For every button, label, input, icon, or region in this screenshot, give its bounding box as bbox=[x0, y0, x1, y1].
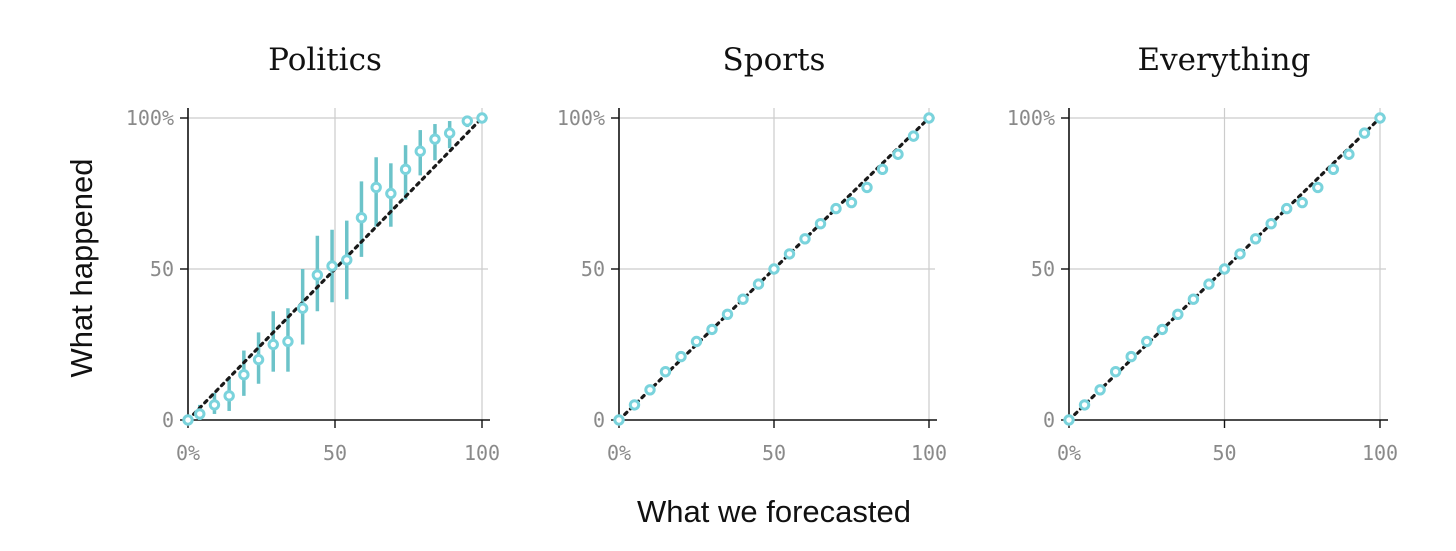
data-point bbox=[443, 127, 456, 139]
data-point bbox=[1063, 414, 1075, 426]
data-point bbox=[1078, 399, 1091, 411]
data-point bbox=[799, 233, 811, 245]
data-point bbox=[613, 414, 625, 426]
data-point bbox=[1156, 323, 1169, 336]
data-point bbox=[385, 187, 397, 200]
data-point bbox=[326, 260, 338, 272]
x-tick-label: 100 bbox=[911, 441, 947, 465]
data-point bbox=[1312, 181, 1324, 194]
panel-title: Politics bbox=[268, 42, 382, 78]
y-tick-label: 0 bbox=[162, 408, 174, 432]
x-tick-label: 0% bbox=[176, 441, 200, 465]
y-axis-title: What happened bbox=[64, 159, 99, 378]
data-point bbox=[1172, 308, 1184, 320]
data-point bbox=[476, 112, 488, 124]
data-point bbox=[252, 353, 265, 366]
data-point bbox=[1109, 365, 1122, 378]
data-point bbox=[182, 414, 194, 426]
data-point bbox=[675, 350, 687, 363]
data-point bbox=[355, 211, 368, 224]
data-point bbox=[1374, 112, 1386, 124]
data-point bbox=[830, 202, 842, 215]
data-point bbox=[628, 399, 641, 411]
data-point bbox=[311, 269, 324, 281]
x-tick-label: 0% bbox=[607, 441, 631, 465]
data-point bbox=[721, 308, 734, 320]
panel-3: Everything 0 50 100% 0% 50 100 bbox=[1007, 42, 1398, 465]
data-point bbox=[1281, 202, 1293, 215]
data-point bbox=[644, 384, 656, 396]
data-point bbox=[876, 163, 889, 176]
data-point bbox=[1218, 263, 1231, 275]
y-tick-label: 0 bbox=[1043, 408, 1055, 432]
data-point bbox=[892, 148, 904, 160]
data-point bbox=[1203, 278, 1215, 290]
x-tick-label: 100 bbox=[464, 441, 500, 465]
data-point bbox=[267, 338, 279, 351]
y-tick-label: 50 bbox=[150, 257, 174, 281]
data-point bbox=[208, 399, 221, 411]
y-tick-label: 100% bbox=[126, 106, 174, 130]
data-point bbox=[1094, 384, 1106, 396]
data-point bbox=[861, 181, 873, 194]
data-point bbox=[429, 133, 441, 145]
data-point bbox=[783, 248, 796, 260]
y-tick-label: 50 bbox=[581, 257, 605, 281]
panel-1: Politics 0 50 100% 0% 50 100 bbox=[126, 42, 500, 465]
data-point bbox=[1249, 233, 1262, 245]
data-point bbox=[341, 254, 353, 266]
data-point bbox=[845, 196, 858, 209]
data-point bbox=[706, 323, 718, 336]
data-point bbox=[1141, 335, 1153, 348]
y-tick-label: 50 bbox=[1031, 257, 1055, 281]
data-point bbox=[1187, 293, 1200, 305]
data-point bbox=[737, 293, 749, 305]
data-point bbox=[814, 218, 827, 230]
x-tick-label: 50 bbox=[323, 441, 347, 465]
data-point bbox=[296, 302, 309, 314]
panel-title: Sports bbox=[723, 42, 826, 78]
data-point bbox=[768, 263, 780, 275]
data-point bbox=[690, 335, 703, 348]
data-point bbox=[238, 369, 250, 381]
y-tick-label: 100% bbox=[557, 106, 605, 130]
data-point bbox=[414, 145, 426, 157]
data-point bbox=[659, 365, 672, 378]
data-point bbox=[907, 130, 920, 142]
data-point bbox=[461, 115, 473, 127]
data-point bbox=[223, 390, 235, 402]
data-point bbox=[1343, 148, 1355, 160]
y-tick-label: 0 bbox=[593, 408, 605, 432]
data-point bbox=[399, 163, 412, 176]
x-tick-label: 0% bbox=[1057, 441, 1081, 465]
data-point bbox=[1125, 350, 1137, 363]
y-tick-label: 100% bbox=[1007, 106, 1055, 130]
panel-title: Everything bbox=[1138, 42, 1311, 78]
x-tick-label: 50 bbox=[762, 441, 786, 465]
x-tick-label: 100 bbox=[1362, 441, 1398, 465]
x-tick-label: 50 bbox=[1212, 441, 1236, 465]
data-point bbox=[282, 335, 294, 348]
panels: Politics 0 50 100% 0% 50 100 Sports 0 50 100% 0% 50 1… bbox=[126, 42, 1398, 465]
data-point bbox=[1234, 248, 1246, 260]
data-point bbox=[194, 408, 206, 420]
data-point bbox=[923, 112, 935, 124]
data-point bbox=[1358, 127, 1371, 139]
data-point bbox=[370, 181, 382, 194]
data-point bbox=[752, 278, 765, 290]
data-point bbox=[1296, 196, 1308, 209]
data-point bbox=[1265, 218, 1277, 230]
panel-2: Sports 0 50 100% 0% 50 100 bbox=[557, 42, 947, 465]
data-point bbox=[1327, 163, 1340, 176]
x-axis-title: What we forecasted bbox=[637, 494, 911, 529]
